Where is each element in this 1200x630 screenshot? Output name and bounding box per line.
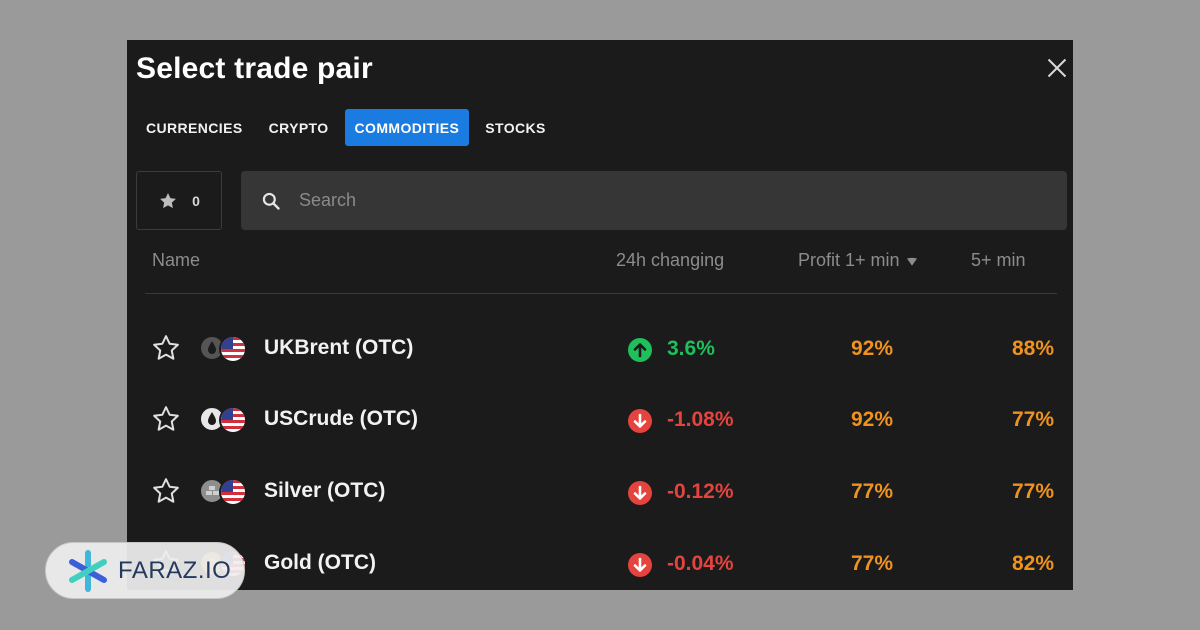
profit-1min-value: 77%: [851, 552, 894, 575]
sort-down-icon: [906, 257, 917, 265]
search-field[interactable]: [241, 171, 1067, 230]
search-icon: [262, 192, 280, 210]
asset-name: Gold (OTC): [264, 551, 376, 574]
table-row[interactable]: USCrude (OTC) -1.08% 92% 77%: [127, 382, 1073, 452]
profit-1min-value: 92%: [851, 337, 894, 360]
favorite-star-icon[interactable]: [151, 333, 181, 363]
table-row[interactable]: UKBrent (OTC) 3.6% 92% 88%: [127, 311, 1073, 381]
favorites-count: 0: [192, 192, 200, 209]
arrow-down-icon: [628, 481, 652, 505]
category-tabs: CURRENCIES CRYPTO COMMODITIES STOCKS: [136, 109, 562, 146]
us-flag-icon: [219, 335, 247, 363]
asset-icons: [199, 335, 251, 363]
column-header-profit-1min-label: Profit 1+ min: [798, 250, 900, 270]
column-header-profit-5min[interactable]: 5+ min: [971, 250, 1026, 270]
asset-name: USCrude (OTC): [264, 407, 418, 430]
profit-5min-value: 77%: [1011, 480, 1054, 503]
favorites-filter-button[interactable]: 0: [136, 171, 222, 230]
tab-commodities[interactable]: COMMODITIES: [344, 109, 470, 146]
header-divider: [145, 293, 1057, 294]
table-row[interactable]: Gold (OTC) -0.04% 77% 82%: [127, 526, 1073, 590]
asset-name: UKBrent (OTC): [264, 336, 414, 359]
profit-1min-value: 77%: [851, 480, 894, 503]
watermark-text: FARAZ.IO: [118, 556, 232, 584]
asset-icons: [199, 406, 251, 434]
close-icon[interactable]: [1045, 56, 1069, 80]
profit-5min-value: 77%: [1011, 408, 1054, 431]
tab-crypto[interactable]: CRYPTO: [268, 119, 329, 136]
profit-5min-value: 88%: [1011, 337, 1054, 360]
column-header-name[interactable]: Name: [152, 250, 201, 270]
faraz-logo-icon: [69, 549, 107, 592]
arrow-up-icon: [628, 338, 652, 362]
favorite-star-icon[interactable]: [151, 404, 181, 434]
arrow-down-icon: [628, 409, 652, 433]
change-value: -1.08%: [667, 408, 734, 431]
search-input[interactable]: [299, 190, 999, 211]
star-icon: [160, 192, 177, 208]
column-header-change[interactable]: 24h changing: [616, 250, 725, 270]
trade-pair-dialog: Select trade pair CURRENCIES CRYPTO COMM…: [127, 40, 1073, 590]
dialog-title: Select trade pair: [136, 52, 373, 85]
favorite-star-icon[interactable]: [151, 476, 181, 506]
arrow-down-icon: [628, 553, 652, 577]
profit-1min-value: 92%: [851, 408, 894, 431]
faraz-watermark: FARAZ.IO: [45, 542, 245, 599]
column-header-profit-1min[interactable]: Profit 1+ min: [798, 250, 918, 271]
us-flag-icon: [219, 406, 247, 434]
profit-5min-value: 82%: [1011, 552, 1054, 575]
change-value: 3.6%: [667, 337, 715, 360]
asset-icons: [199, 478, 251, 506]
change-value: -0.12%: [667, 480, 734, 503]
tab-stocks[interactable]: STOCKS: [485, 119, 546, 136]
us-flag-icon: [219, 478, 247, 506]
asset-name: Silver (OTC): [264, 479, 386, 502]
change-value: -0.04%: [667, 552, 734, 575]
table-row[interactable]: Silver (OTC) -0.12% 77% 77%: [127, 454, 1073, 524]
tab-currencies[interactable]: CURRENCIES: [146, 119, 243, 136]
